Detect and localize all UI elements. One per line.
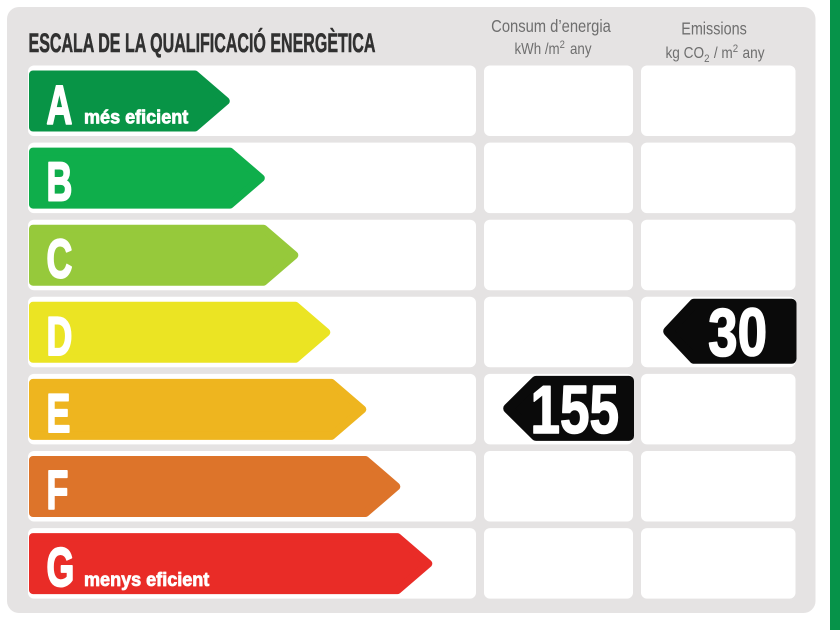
svg-text:Consum d’energia: Consum d’energia — [491, 17, 611, 37]
svg-text:més eficient: més eficient — [84, 106, 188, 128]
svg-text:Emissions: Emissions — [681, 19, 747, 39]
svg-text:F: F — [47, 459, 69, 521]
svg-text:A: A — [47, 74, 73, 136]
svg-text:D: D — [47, 305, 73, 367]
svg-text:B: B — [47, 151, 73, 213]
svg-text:menys eficient: menys eficient — [84, 569, 209, 591]
svg-text:E: E — [47, 382, 71, 444]
svg-text:C: C — [47, 228, 73, 290]
svg-text:ESCALA DE LA QUALIFICACIÓ ENER: ESCALA DE LA QUALIFICACIÓ ENERGÈTICA — [29, 28, 376, 58]
svg-text:155: 155 — [530, 372, 618, 448]
svg-text:G: G — [47, 536, 75, 598]
svg-text:30: 30 — [708, 294, 767, 370]
